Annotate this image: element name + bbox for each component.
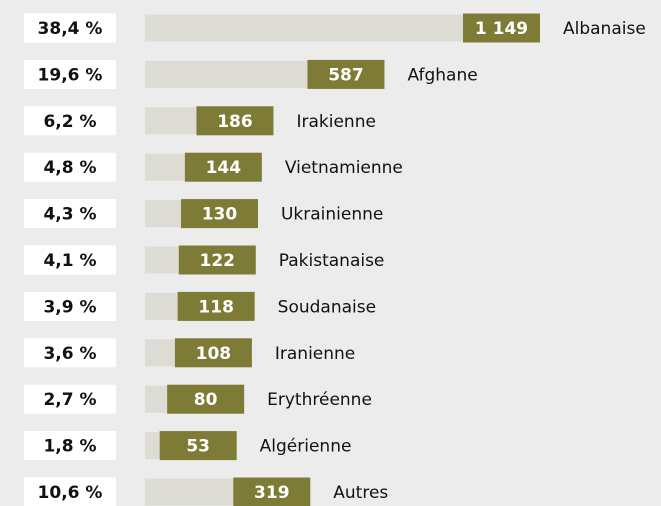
- bar-value-box: [159, 431, 237, 461]
- value-label: 53: [186, 437, 210, 457]
- bar-track: [145, 432, 160, 460]
- pct-box: [24, 59, 116, 89]
- share-label: 38,4 %: [38, 19, 103, 39]
- bar-track: [145, 246, 179, 274]
- bar-value-box: [463, 13, 540, 43]
- category-label: Algérienne: [260, 437, 352, 457]
- bar-track: [145, 107, 197, 135]
- value-label: 80: [194, 390, 218, 410]
- bar-track: [145, 14, 463, 42]
- bar-track: [145, 60, 308, 88]
- pct-box: [24, 106, 116, 136]
- share-label: 19,6 %: [38, 65, 103, 85]
- category-label: Afghane: [407, 65, 477, 85]
- bar-track: [145, 385, 168, 413]
- pct-box: [24, 431, 116, 461]
- share-label: 3,9 %: [43, 297, 96, 317]
- share-label: 6,2 %: [43, 112, 96, 132]
- bar-value-box: [174, 338, 252, 368]
- value-label: 118: [198, 297, 234, 317]
- bar-track: [145, 339, 175, 367]
- category-label: Iranienne: [275, 344, 355, 364]
- bar-value-box: [180, 199, 258, 229]
- category-label: Soudanaise: [278, 297, 376, 317]
- category-label: Pakistanaise: [279, 251, 385, 271]
- share-label: 4,1 %: [43, 251, 96, 271]
- bar-track: [145, 292, 178, 320]
- bar-value-box: [178, 245, 256, 275]
- bar-track: [145, 153, 185, 181]
- value-label: 319: [254, 483, 290, 503]
- category-label: Albanaise: [563, 19, 646, 39]
- value-label: 122: [200, 251, 236, 271]
- pct-box: [24, 152, 116, 182]
- share-label: 4,3 %: [43, 205, 96, 225]
- bar-track: [145, 478, 234, 506]
- pct-box: [24, 13, 116, 43]
- category-label: Irakienne: [296, 112, 375, 132]
- value-label: 108: [196, 344, 232, 364]
- value-label: 186: [217, 112, 253, 132]
- bar-value-box: [233, 477, 311, 506]
- value-label: 130: [202, 205, 238, 225]
- bar-value-box: [177, 291, 255, 321]
- value-label: 1 149: [475, 19, 528, 39]
- share-label: 1,8 %: [43, 437, 96, 457]
- category-label: Ukrainienne: [281, 205, 383, 225]
- share-label: 2,7 %: [43, 390, 96, 410]
- pct-box: [24, 477, 116, 506]
- bar-track: [145, 200, 181, 228]
- category-label: Autres: [333, 483, 388, 503]
- share-label: 10,6 %: [38, 483, 103, 503]
- pct-box: [24, 291, 116, 321]
- pct-box: [24, 338, 116, 368]
- category-label: Erythréenne: [267, 390, 372, 410]
- share-label: 4,8 %: [43, 158, 96, 178]
- bar-value-box: [184, 152, 262, 182]
- bar-value-box: [167, 384, 245, 414]
- bar-value-box: [196, 106, 274, 136]
- pct-box: [24, 199, 116, 229]
- pct-box: [24, 384, 116, 414]
- bar-value-box: [307, 59, 385, 89]
- category-label: Vietnamienne: [285, 158, 403, 178]
- pct-box: [24, 245, 116, 275]
- value-label: 144: [206, 158, 242, 178]
- value-label: 587: [328, 65, 364, 85]
- share-label: 3,6 %: [43, 344, 96, 364]
